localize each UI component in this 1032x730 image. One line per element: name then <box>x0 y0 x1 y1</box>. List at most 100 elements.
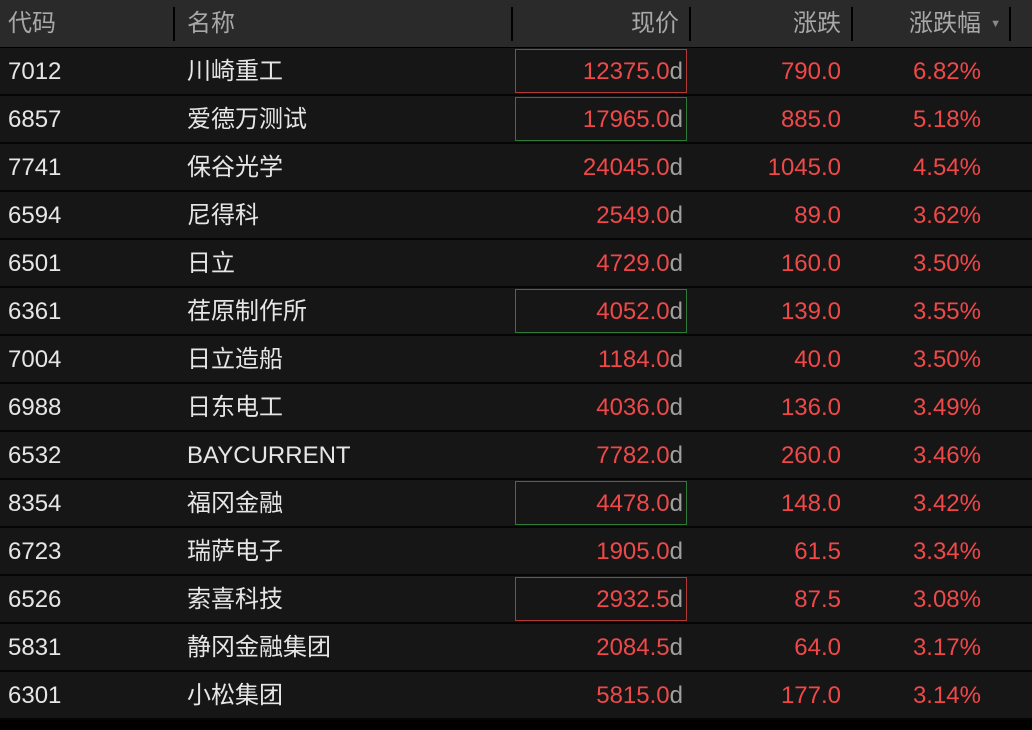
table-row[interactable]: 6857 爱德万测试 17965.0d 885.0 5.18% <box>0 96 1032 144</box>
table-row[interactable]: 6526 索喜科技 2932.5d 87.5 3.08% <box>0 576 1032 624</box>
change-percent: 3.42% <box>912 490 981 517</box>
table-row[interactable]: 6361 荏原制作所 4052.0d 139.0 3.55% <box>0 288 1032 336</box>
table-header: 代码 名称 现价 涨跌 涨跌幅 ▼ <box>0 0 1032 48</box>
change-percent: 3.34% <box>912 538 981 565</box>
stock-name: 荏原制作所 <box>187 298 307 325</box>
table-row[interactable]: 6988 日东电工 4036.0d 136.0 3.49% <box>0 384 1032 432</box>
price-cell: 17965.0d <box>513 96 691 142</box>
change-percent: 3.46% <box>912 442 981 469</box>
price-cell: 12375.0d <box>513 48 691 94</box>
column-header-code[interactable]: 代码 <box>0 0 175 47</box>
price-value: 2084.5 <box>596 634 670 661</box>
price-cell: 5815.0d <box>513 672 691 718</box>
change-percent: 3.08% <box>912 586 981 613</box>
change-percent: 3.49% <box>912 394 981 421</box>
price-cell: 4052.0d <box>513 288 691 334</box>
stock-code: 6526 <box>8 586 62 613</box>
price-cell: 24045.0d <box>513 144 691 190</box>
price-cell: 7782.0d <box>513 432 691 478</box>
change-value: 61.5 <box>794 538 841 565</box>
price-cell: 4036.0d <box>513 384 691 430</box>
stock-name: 福冈金融 <box>187 490 283 517</box>
table-row[interactable]: 7012 川崎重工 12375.0d 790.0 6.82% <box>0 48 1032 96</box>
price-cell: 2549.0d <box>513 192 691 238</box>
change-percent: 3.14% <box>912 682 981 709</box>
column-header-name[interactable]: 名称 <box>175 0 513 47</box>
change-value: 885.0 <box>780 106 841 133</box>
price-value: 4729.0 <box>596 250 670 277</box>
stock-name: 索喜科技 <box>187 586 283 613</box>
column-header-change[interactable]: 涨跌 <box>691 0 853 47</box>
table-row[interactable]: 7004 日立造船 1184.0d 40.0 3.50% <box>0 336 1032 384</box>
price-value: 4036.0 <box>596 394 670 421</box>
price-value: 7782.0 <box>596 442 670 469</box>
change-percent: 5.18% <box>912 106 981 133</box>
table-row[interactable]: 7741 保谷光学 24045.0d 1045.0 4.54% <box>0 144 1032 192</box>
table-row[interactable]: 6594 尼得科 2549.0d 89.0 3.62% <box>0 192 1032 240</box>
change-percent: 3.62% <box>912 202 981 229</box>
price-suffix: d <box>669 634 683 661</box>
stock-name: 尼得科 <box>187 202 259 229</box>
stock-code: 6532 <box>8 442 62 469</box>
price-suffix: d <box>669 394 683 421</box>
stock-code: 6723 <box>8 538 62 565</box>
price-suffix: d <box>669 490 683 517</box>
price-suffix: d <box>669 106 683 133</box>
table-row[interactable]: 6723 瑞萨电子 1905.0d 61.5 3.34% <box>0 528 1032 576</box>
price-suffix: d <box>669 346 683 373</box>
table-row[interactable]: 6532 BAYCURRENT 7782.0d 260.0 3.46% <box>0 432 1032 480</box>
change-value: 148.0 <box>780 490 841 517</box>
change-value: 790.0 <box>780 58 841 85</box>
column-header-pct[interactable]: 涨跌幅 ▼ <box>853 0 1011 47</box>
change-percent: 3.50% <box>912 250 981 277</box>
price-flash-box <box>515 97 687 141</box>
stock-code: 8354 <box>8 490 62 517</box>
price-value: 4052.0 <box>596 298 670 325</box>
price-suffix: d <box>669 682 683 709</box>
price-cell: 2932.5d <box>513 576 691 622</box>
stock-code: 6301 <box>8 682 62 709</box>
price-flash-box <box>515 481 687 525</box>
change-percent: 6.82% <box>912 58 981 85</box>
stock-code: 6988 <box>8 394 62 421</box>
stock-name: 日东电工 <box>187 394 283 421</box>
change-value: 260.0 <box>780 442 841 469</box>
table-body: 7012 川崎重工 12375.0d 790.0 6.82% 6857 爱德万测试 17965… <box>0 48 1032 720</box>
table-row[interactable]: 6501 日立 4729.0d 160.0 3.50% <box>0 240 1032 288</box>
stock-name: 日立 <box>187 250 235 277</box>
change-value: 64.0 <box>794 634 841 661</box>
table-row[interactable]: 8354 福冈金融 4478.0d 148.0 3.42% <box>0 480 1032 528</box>
stock-name: 保谷光学 <box>187 154 283 181</box>
price-cell: 1905.0d <box>513 528 691 574</box>
price-flash-box <box>515 49 687 93</box>
stock-name: 爱德万测试 <box>187 106 307 133</box>
change-percent: 3.50% <box>912 346 981 373</box>
change-value: 160.0 <box>780 250 841 277</box>
change-value: 139.0 <box>780 298 841 325</box>
stock-code: 7741 <box>8 154 62 181</box>
change-percent: 3.55% <box>912 298 981 325</box>
stock-code: 6857 <box>8 106 62 133</box>
column-header-pct-label: 涨跌幅 <box>909 10 981 37</box>
table-row[interactable]: 5831 静冈金融集团 2084.5d 64.0 3.17% <box>0 624 1032 672</box>
price-suffix: d <box>669 202 683 229</box>
price-suffix: d <box>669 538 683 565</box>
column-header-price[interactable]: 现价 <box>513 0 691 47</box>
sort-descending-icon[interactable]: ▼ <box>990 18 1001 30</box>
price-value: 24045.0 <box>582 154 670 181</box>
price-flash-box <box>515 577 687 621</box>
change-value: 177.0 <box>780 682 841 709</box>
price-suffix: d <box>669 58 683 85</box>
change-value: 136.0 <box>780 394 841 421</box>
change-percent: 3.17% <box>912 634 981 661</box>
change-percent: 4.54% <box>912 154 981 181</box>
stock-code: 7004 <box>8 346 62 373</box>
table-row[interactable]: 6301 小松集团 5815.0d 177.0 3.14% <box>0 672 1032 720</box>
change-value: 40.0 <box>794 346 841 373</box>
price-suffix: d <box>669 154 683 181</box>
price-cell: 4478.0d <box>513 480 691 526</box>
price-value: 2932.5 <box>596 586 670 613</box>
stock-name: 瑞萨电子 <box>187 538 283 565</box>
price-cell: 1184.0d <box>513 336 691 382</box>
